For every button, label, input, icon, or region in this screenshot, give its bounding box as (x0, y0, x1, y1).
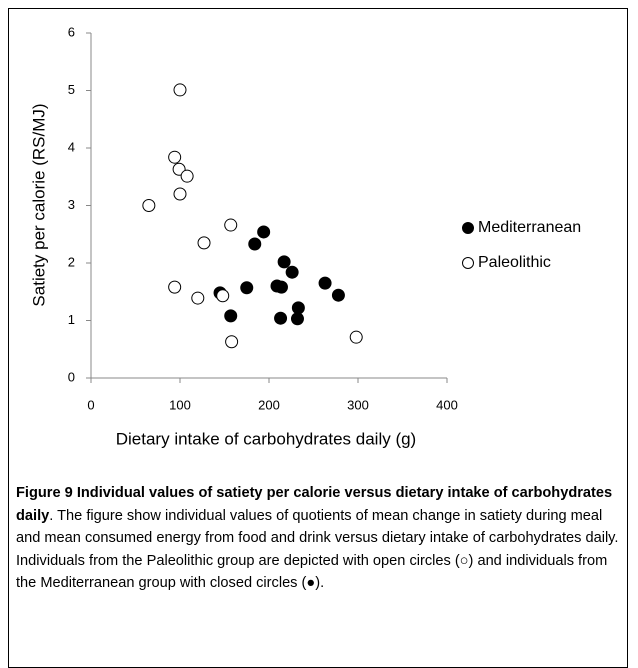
point (318, 276, 332, 290)
x-axis-title: Dietary intake of carbohydrates daily (g… (116, 429, 416, 448)
y-tick-label: 5 (68, 82, 75, 97)
chart: Dietary intake of carbohydrates daily (g… (29, 24, 581, 448)
point (248, 237, 262, 251)
point (197, 236, 211, 250)
point (142, 199, 156, 212)
x-tick-label: 0 (87, 397, 94, 412)
legend-marker (462, 222, 474, 234)
legend-label: Mediterranean (478, 219, 581, 236)
point (331, 288, 345, 302)
point (168, 150, 182, 164)
point (216, 289, 230, 303)
point (191, 291, 205, 305)
point (274, 280, 288, 294)
legend-marker (462, 257, 474, 269)
caption-title: Figure 9 Individual values of satiety pe… (16, 485, 613, 524)
point (285, 265, 299, 279)
x-tick-label: 100 (169, 397, 191, 412)
point (173, 187, 187, 201)
point (224, 309, 238, 323)
y-tick-label: 2 (68, 254, 75, 269)
x-tick-label: 200 (258, 397, 280, 412)
caption-text: . The figure show individual values of q… (16, 507, 619, 592)
x-tick-label: 400 (436, 397, 458, 412)
point (240, 281, 254, 295)
y-tick-label: 3 (68, 197, 75, 212)
point (290, 312, 304, 326)
y-tick-label: 4 (68, 139, 75, 154)
point (173, 83, 187, 97)
point (225, 335, 239, 349)
point (168, 280, 182, 294)
point (277, 255, 291, 269)
point (349, 330, 363, 344)
point (180, 169, 194, 183)
point (274, 311, 288, 325)
y-tick-label: 0 (68, 369, 75, 384)
point (224, 218, 238, 232)
point (257, 225, 271, 239)
y-axis-title: Satiety per calorie (RS/MJ) (29, 103, 48, 306)
y-tick-label: 6 (68, 24, 75, 39)
legend-label: Paleolithic (478, 254, 551, 271)
point (291, 301, 305, 315)
caption: Figure 9 Individual values of satiety pe… (16, 482, 620, 595)
x-tick-label: 300 (347, 397, 369, 412)
y-tick-label: 1 (68, 312, 75, 327)
